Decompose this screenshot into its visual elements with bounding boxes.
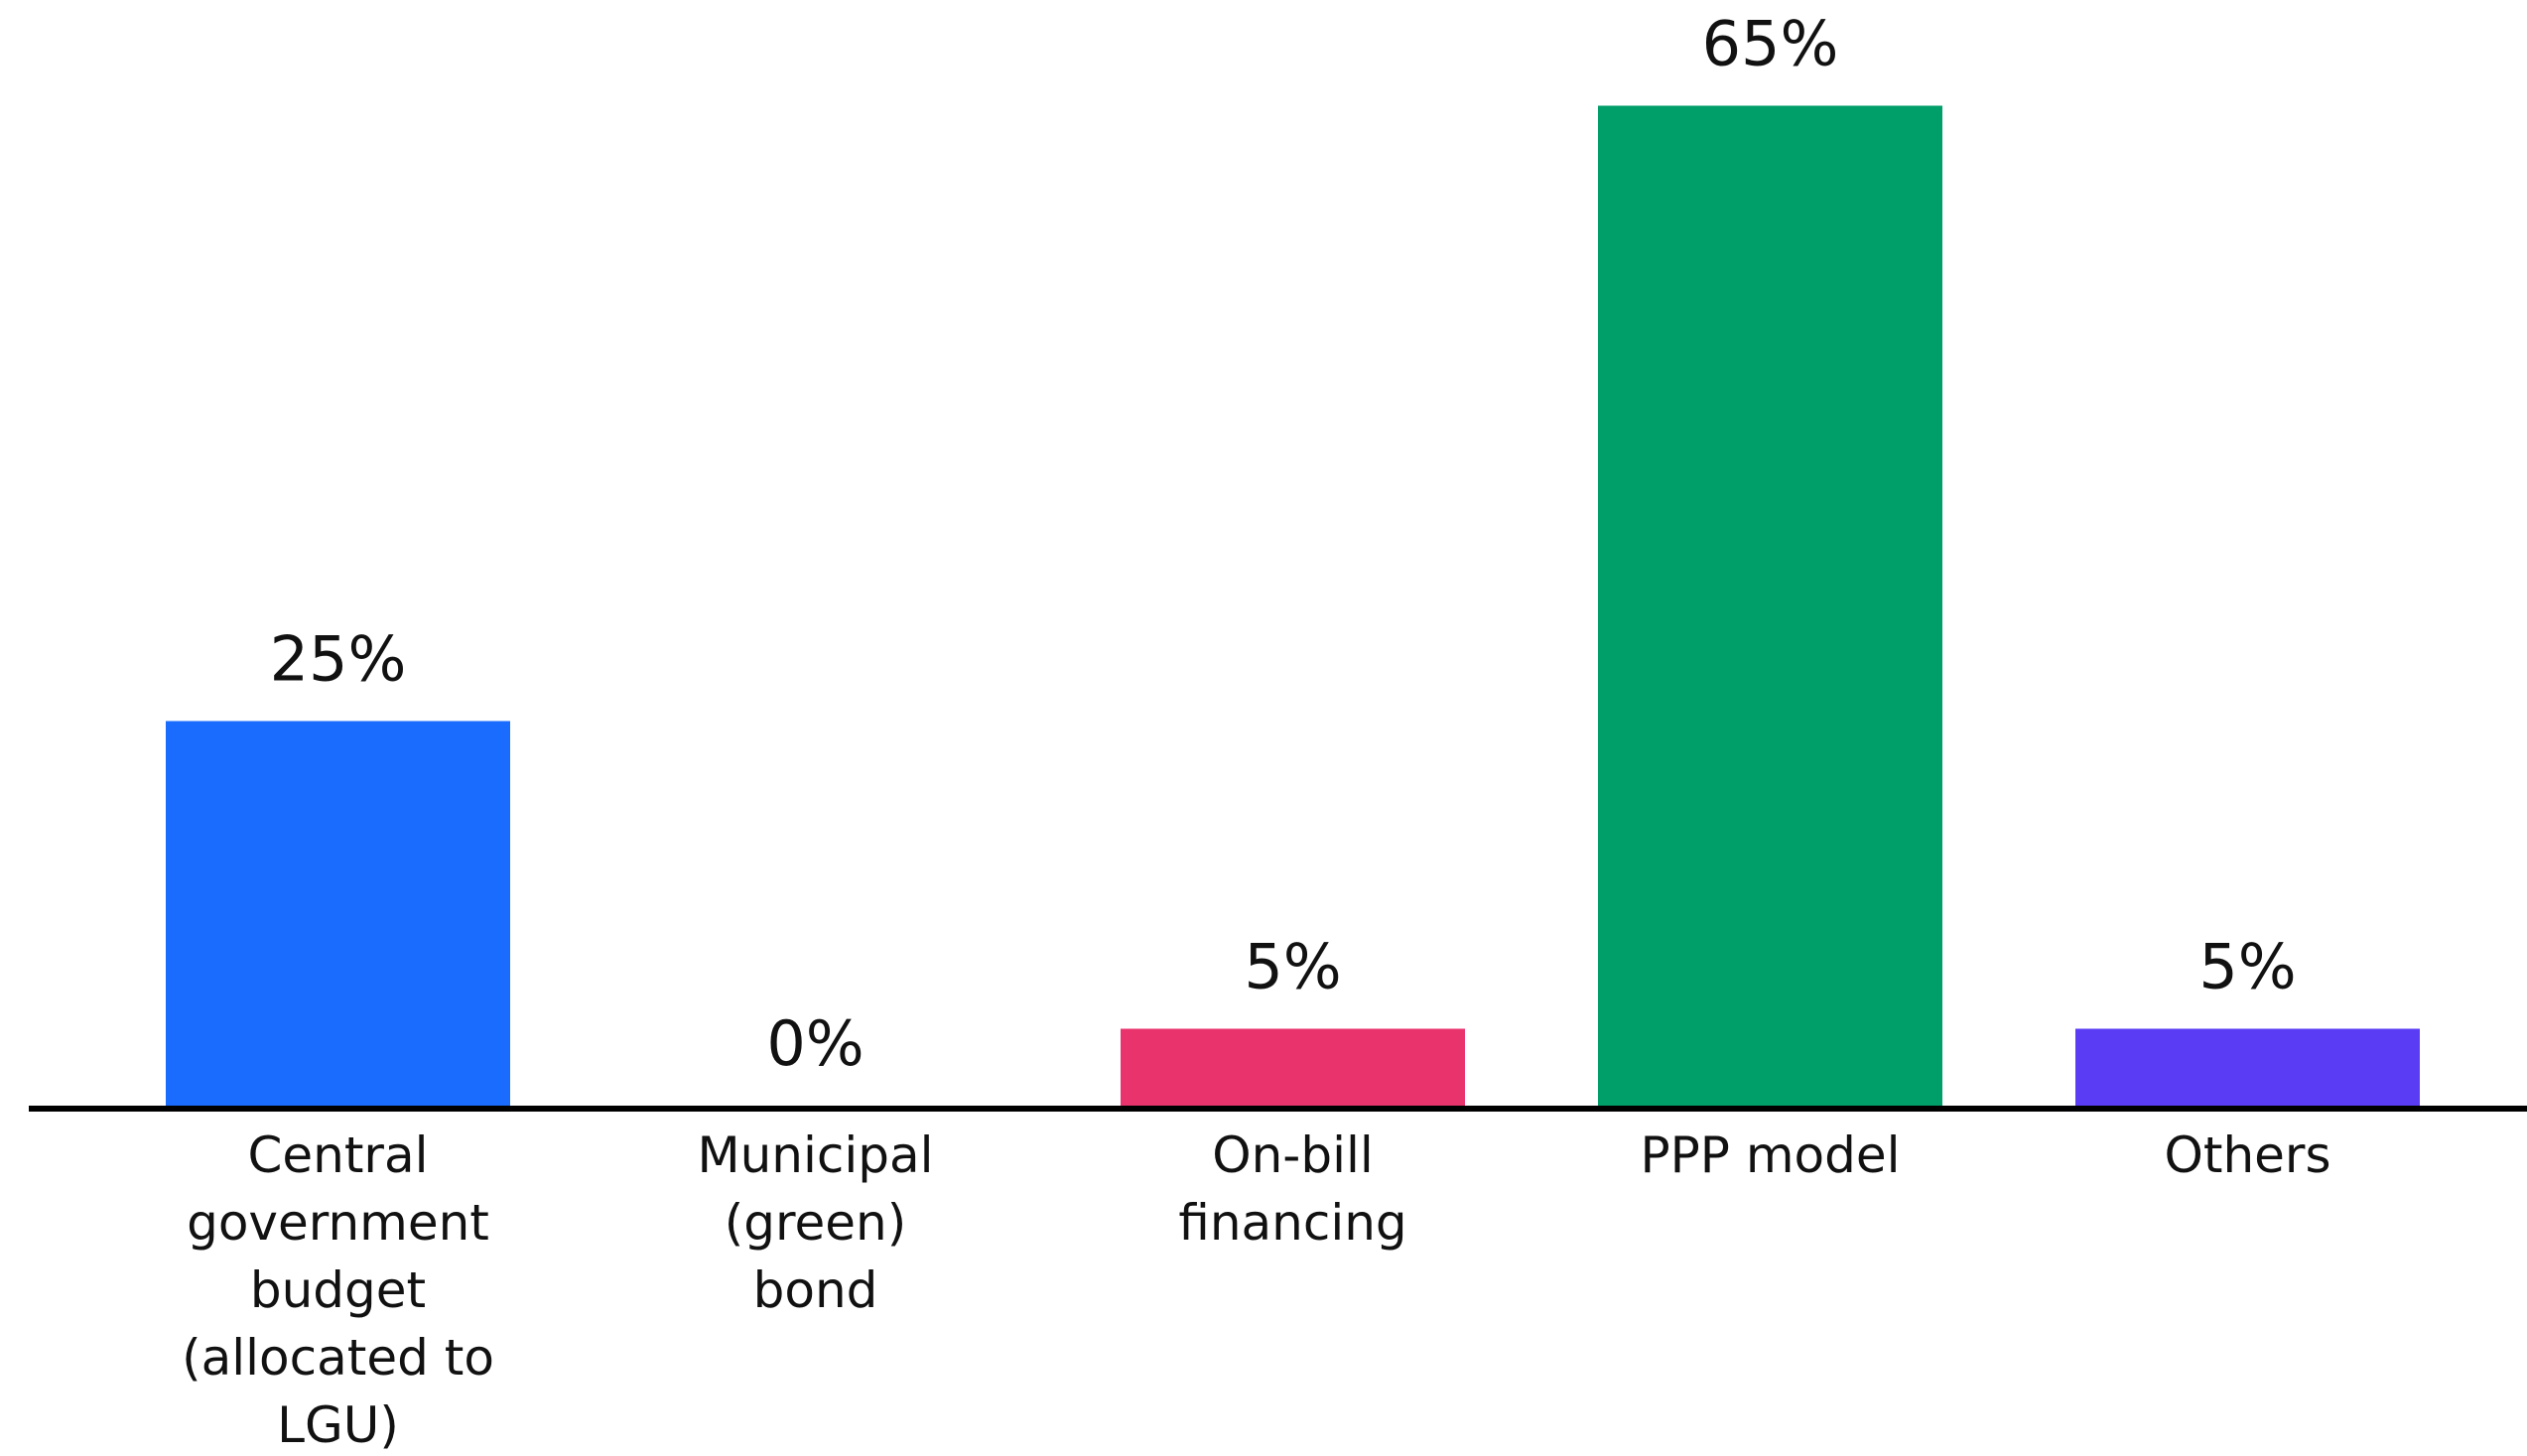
- x-tick-label-box: Municipal (green) bond: [697, 1126, 934, 1319]
- x-tick-label-box: Central government budget (allocated to …: [182, 1126, 494, 1454]
- x-tick-label-box: On-bill financing: [1178, 1126, 1407, 1252]
- x-tick-label: PPP model: [1640, 1126, 1901, 1184]
- value-label: 0%: [766, 1007, 864, 1080]
- bar: [1121, 1028, 1465, 1106]
- x-tick-label-box: Others: [2164, 1126, 2331, 1184]
- x-tick-label: Central government budget (allocated to …: [182, 1126, 494, 1454]
- bar: [1598, 105, 1942, 1106]
- x-tick-label-box: PPP model: [1640, 1126, 1901, 1184]
- value-label: 25%: [270, 623, 407, 696]
- x-tick-label: On-bill financing: [1178, 1126, 1407, 1252]
- bar: [166, 721, 510, 1106]
- value-label: 5%: [1244, 931, 1341, 1003]
- x-tick-label: Others: [2164, 1126, 2331, 1184]
- bar: [2075, 1028, 2420, 1106]
- value-label: 65%: [1702, 8, 1839, 80]
- x-tick-label: Municipal (green) bond: [697, 1126, 934, 1319]
- value-label: 5%: [2198, 931, 2296, 1003]
